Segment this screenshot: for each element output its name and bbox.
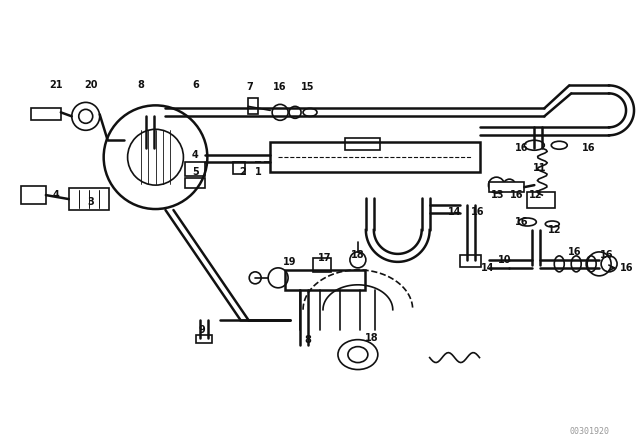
Bar: [460, 255, 481, 267]
Text: 8: 8: [305, 335, 312, 345]
Text: 4: 4: [52, 190, 59, 200]
Bar: [285, 270, 365, 290]
Bar: [186, 178, 205, 188]
Text: 16: 16: [515, 217, 528, 227]
Text: 12: 12: [529, 190, 542, 200]
Text: 21: 21: [49, 81, 63, 90]
Text: 8: 8: [137, 81, 144, 90]
Bar: [248, 99, 258, 114]
Text: 4: 4: [192, 150, 199, 160]
Bar: [490, 182, 524, 192]
Text: 16: 16: [471, 207, 484, 217]
Bar: [31, 108, 61, 121]
Text: 2: 2: [239, 167, 246, 177]
Text: 18: 18: [351, 250, 365, 260]
Text: 5: 5: [192, 167, 199, 177]
Text: 6: 6: [192, 81, 199, 90]
Text: 20: 20: [84, 81, 97, 90]
Text: 3: 3: [87, 197, 94, 207]
Bar: [233, 162, 245, 174]
Text: 10: 10: [498, 255, 511, 265]
Text: 7: 7: [247, 82, 253, 92]
Text: 16: 16: [273, 82, 287, 92]
Text: 16: 16: [600, 250, 614, 260]
Bar: [21, 186, 46, 204]
Text: 14: 14: [448, 207, 461, 217]
Text: 16: 16: [582, 143, 596, 153]
Text: 13: 13: [491, 190, 504, 200]
Bar: [68, 188, 109, 210]
Bar: [270, 142, 479, 172]
Text: 16: 16: [509, 190, 523, 200]
Text: 15: 15: [301, 82, 315, 92]
Text: 00301920: 00301920: [569, 427, 609, 436]
Bar: [313, 258, 331, 272]
Text: 11: 11: [532, 163, 546, 173]
Text: 16: 16: [620, 263, 634, 273]
Bar: [186, 162, 205, 176]
Bar: [196, 335, 212, 343]
Bar: [345, 138, 380, 150]
Text: 12: 12: [548, 225, 561, 235]
Text: 18: 18: [365, 333, 379, 343]
Text: 16: 16: [568, 247, 581, 257]
Text: 14: 14: [481, 263, 494, 273]
Text: 9: 9: [199, 325, 205, 335]
Text: 1: 1: [255, 167, 262, 177]
Text: 17: 17: [318, 253, 332, 263]
Bar: [527, 192, 556, 208]
Text: 19: 19: [284, 257, 297, 267]
Text: 16: 16: [515, 143, 528, 153]
